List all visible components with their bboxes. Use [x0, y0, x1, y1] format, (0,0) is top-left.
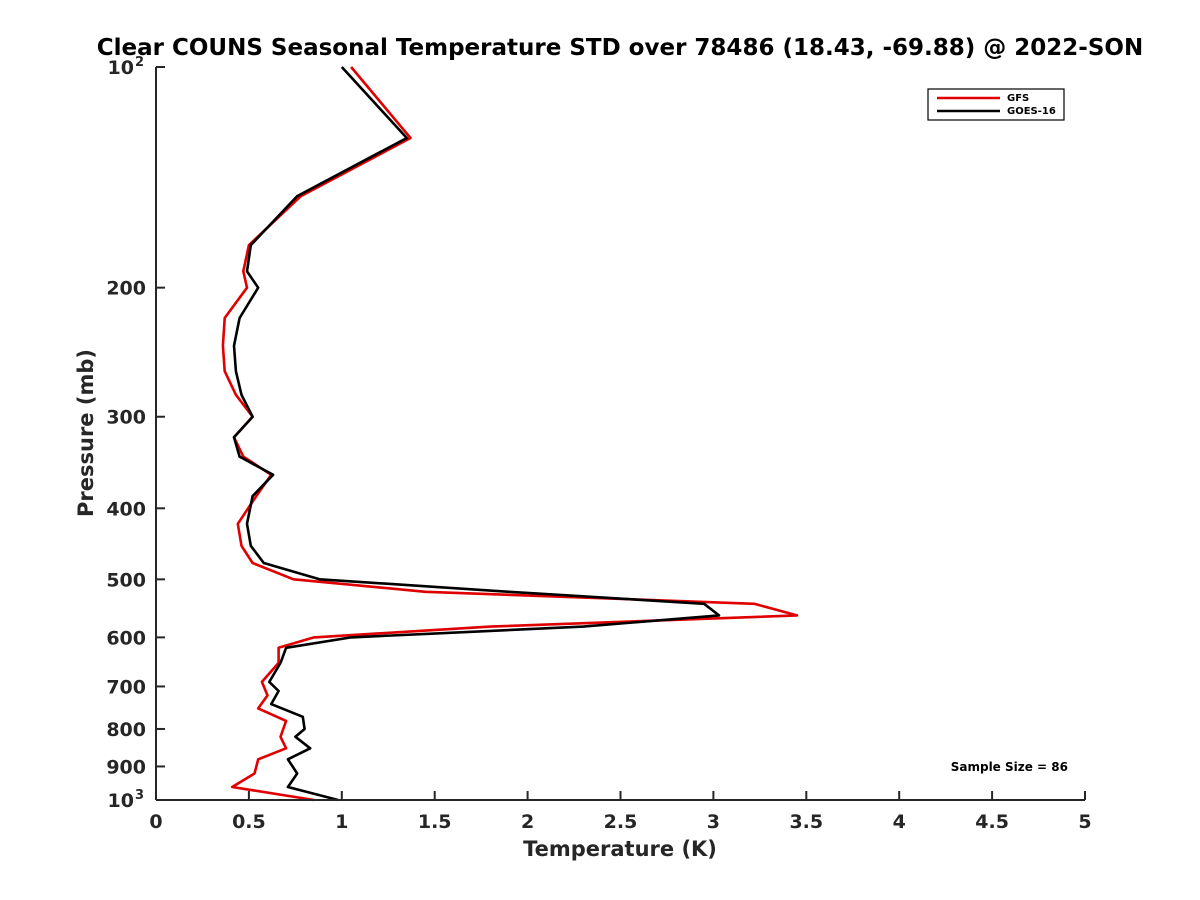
sample-size-annotation: Sample Size = 86: [951, 760, 1068, 774]
x-tick-label: 4: [893, 811, 906, 833]
x-tick-label: 0: [149, 811, 162, 833]
legend-box: [927, 88, 1065, 121]
x-tick-label: 2.5: [604, 811, 638, 833]
x-tick-label: 3.5: [789, 811, 823, 833]
y-axis-label: Pressure (mb): [74, 349, 98, 517]
y-tick-label: 400: [106, 498, 146, 520]
legend-label-gfs: GFS: [1007, 93, 1029, 104]
y-tick-label: 200: [106, 278, 146, 300]
series-line-goes16: [232, 66, 721, 802]
y-tick-label: 900: [106, 756, 146, 778]
x-tick-label: 1.5: [418, 811, 452, 833]
x-tick-label: 0.5: [232, 811, 266, 833]
y-tick-exponent: 2: [135, 55, 144, 70]
y-tick-exponent: 3: [135, 788, 144, 803]
x-tick-label: 4.5: [975, 811, 1009, 833]
series-line-gfs: [221, 66, 799, 802]
chart-title: Clear COUNS Seasonal Temperature STD ove…: [97, 35, 1143, 61]
x-tick-label: 2: [521, 811, 534, 833]
y-tick-label: 800: [106, 719, 146, 741]
y-tick-label: 300: [106, 407, 146, 429]
legend: GFS GOES-16: [927, 88, 1065, 121]
legend-label-goes16: GOES-16: [1007, 106, 1056, 117]
y-tick-label: 10: [108, 57, 134, 79]
x-tick-label: 5: [1078, 811, 1091, 833]
y-tick-label: 500: [106, 569, 146, 591]
x-axis-label: Temperature (K): [523, 837, 717, 861]
y-tick-label: 10: [108, 790, 134, 812]
series-layer: [221, 66, 799, 802]
x-tick-label: 3: [707, 811, 720, 833]
y-tick-label: 600: [106, 627, 146, 649]
y-tick-label: 700: [106, 676, 146, 698]
x-axis-ticks: 0 0.5 1 1.5 2 2.5 3 3.5 4 4.5 5: [149, 791, 1092, 833]
x-tick-label: 1: [335, 811, 348, 833]
